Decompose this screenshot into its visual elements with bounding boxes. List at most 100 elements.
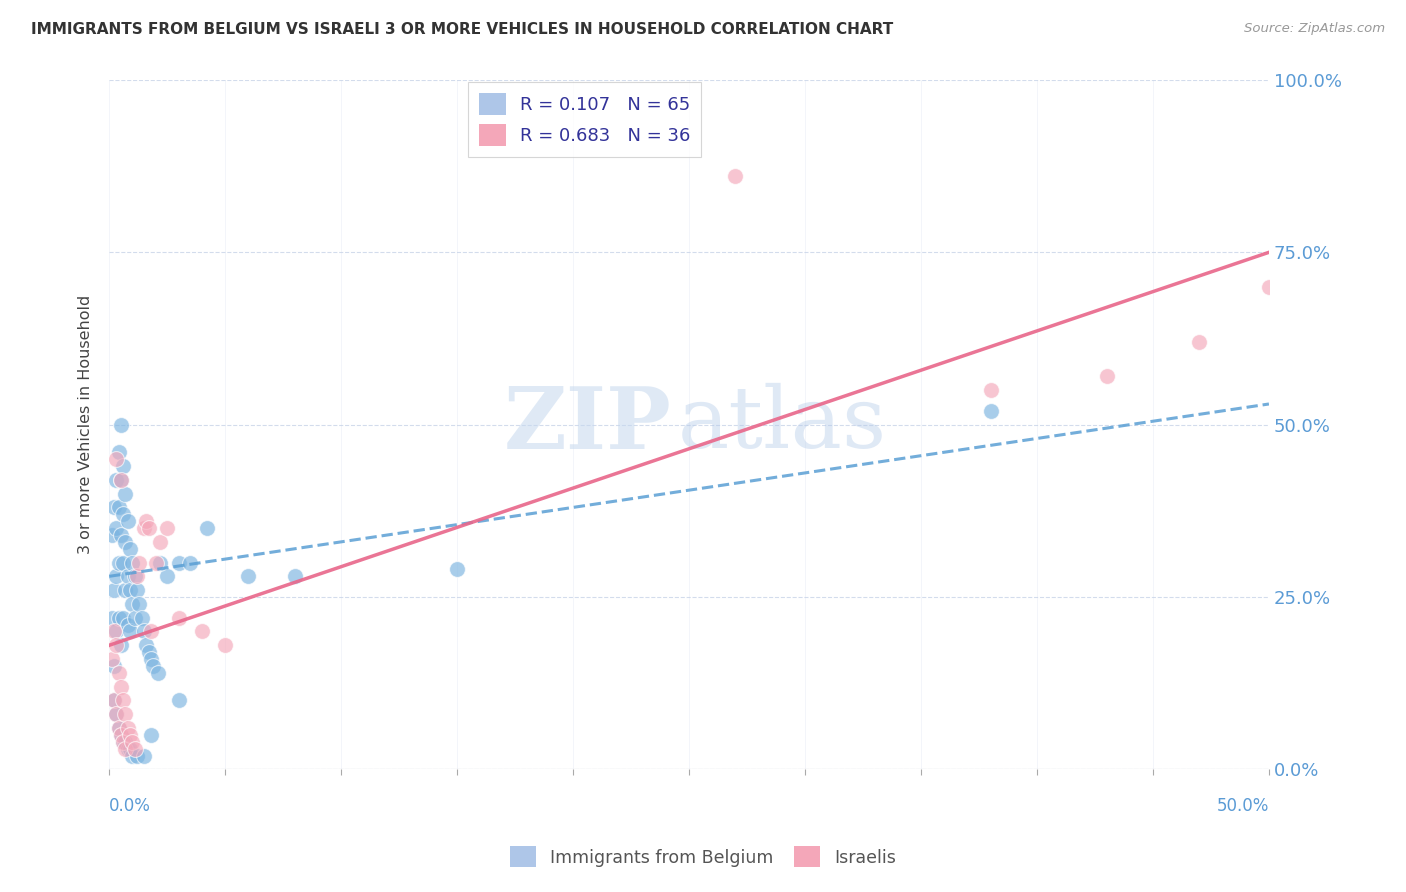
Point: [105, 624, 128, 639]
Point: [124, 610, 146, 624]
Point: [105, 473, 128, 487]
Point: [117, 721, 139, 735]
Point: [128, 597, 150, 611]
Point: [112, 556, 135, 570]
Point: [105, 569, 128, 583]
Point: [132, 748, 155, 763]
Point: [284, 569, 307, 583]
Point: [142, 659, 165, 673]
Text: atlas: atlas: [678, 383, 887, 467]
Point: [107, 445, 129, 459]
Point: [105, 521, 128, 535]
Point: [112, 735, 135, 749]
Point: [120, 624, 142, 639]
Point: [121, 597, 143, 611]
Point: [149, 556, 172, 570]
Point: [103, 693, 125, 707]
Legend: Immigrants from Belgium, Israelis: Immigrants from Belgium, Israelis: [503, 839, 903, 874]
Point: [114, 707, 136, 722]
Point: [179, 556, 201, 570]
Point: [107, 500, 129, 515]
Point: [120, 583, 142, 598]
Point: [103, 693, 125, 707]
Text: 50.0%: 50.0%: [1216, 797, 1270, 814]
Point: [238, 569, 260, 583]
Y-axis label: 3 or more Vehicles in Household: 3 or more Vehicles in Household: [79, 295, 93, 554]
Point: [125, 748, 148, 763]
Point: [120, 741, 142, 756]
Point: [110, 638, 132, 652]
Point: [103, 500, 125, 515]
Point: [132, 521, 155, 535]
Point: [156, 569, 179, 583]
Point: [138, 521, 160, 535]
Point: [124, 741, 146, 756]
Point: [107, 556, 129, 570]
Point: [132, 624, 155, 639]
Point: [135, 514, 157, 528]
Point: [105, 707, 128, 722]
Point: [131, 610, 153, 624]
Text: IMMIGRANTS FROM BELGIUM VS ISRAELI 3 OR MORE VEHICLES IN HOUSEHOLD CORRELATION C: IMMIGRANTS FROM BELGIUM VS ISRAELI 3 OR …: [31, 22, 893, 37]
Point: [117, 617, 139, 632]
Point: [1258, 280, 1281, 294]
Point: [117, 569, 139, 583]
Point: [139, 652, 162, 666]
Point: [156, 521, 179, 535]
Point: [167, 610, 190, 624]
Point: [125, 583, 148, 598]
Point: [980, 404, 1002, 418]
Point: [214, 638, 236, 652]
Point: [100, 610, 122, 624]
Point: [117, 514, 139, 528]
Point: [100, 652, 122, 666]
Point: [112, 508, 135, 522]
Point: [146, 665, 169, 680]
Point: [128, 556, 150, 570]
Point: [120, 541, 142, 556]
Point: [110, 728, 132, 742]
Point: [112, 458, 135, 473]
Point: [114, 534, 136, 549]
Text: 0.0%: 0.0%: [110, 797, 150, 814]
Point: [114, 583, 136, 598]
Point: [110, 473, 132, 487]
Point: [105, 638, 128, 652]
Point: [107, 721, 129, 735]
Point: [1188, 334, 1211, 349]
Point: [191, 624, 214, 639]
Point: [167, 693, 190, 707]
Point: [112, 735, 135, 749]
Point: [103, 583, 125, 598]
Point: [114, 741, 136, 756]
Point: [139, 624, 162, 639]
Point: [1095, 369, 1118, 384]
Point: [125, 569, 148, 583]
Point: [135, 638, 157, 652]
Point: [110, 728, 132, 742]
Point: [105, 452, 128, 467]
Point: [149, 534, 172, 549]
Point: [114, 735, 136, 749]
Point: [107, 665, 129, 680]
Point: [112, 693, 135, 707]
Point: [107, 721, 129, 735]
Point: [105, 707, 128, 722]
Point: [117, 741, 139, 756]
Point: [114, 486, 136, 500]
Point: [124, 569, 146, 583]
Point: [139, 728, 162, 742]
Point: [980, 383, 1002, 397]
Point: [110, 417, 132, 432]
Text: ZIP: ZIP: [503, 383, 672, 467]
Legend: R = 0.107   N = 65, R = 0.683   N = 36: R = 0.107 N = 65, R = 0.683 N = 36: [468, 82, 702, 157]
Point: [112, 610, 135, 624]
Point: [110, 680, 132, 694]
Point: [121, 556, 143, 570]
Point: [110, 528, 132, 542]
Point: [103, 624, 125, 639]
Point: [446, 562, 468, 576]
Text: Source: ZipAtlas.com: Source: ZipAtlas.com: [1244, 22, 1385, 36]
Point: [107, 610, 129, 624]
Point: [120, 728, 142, 742]
